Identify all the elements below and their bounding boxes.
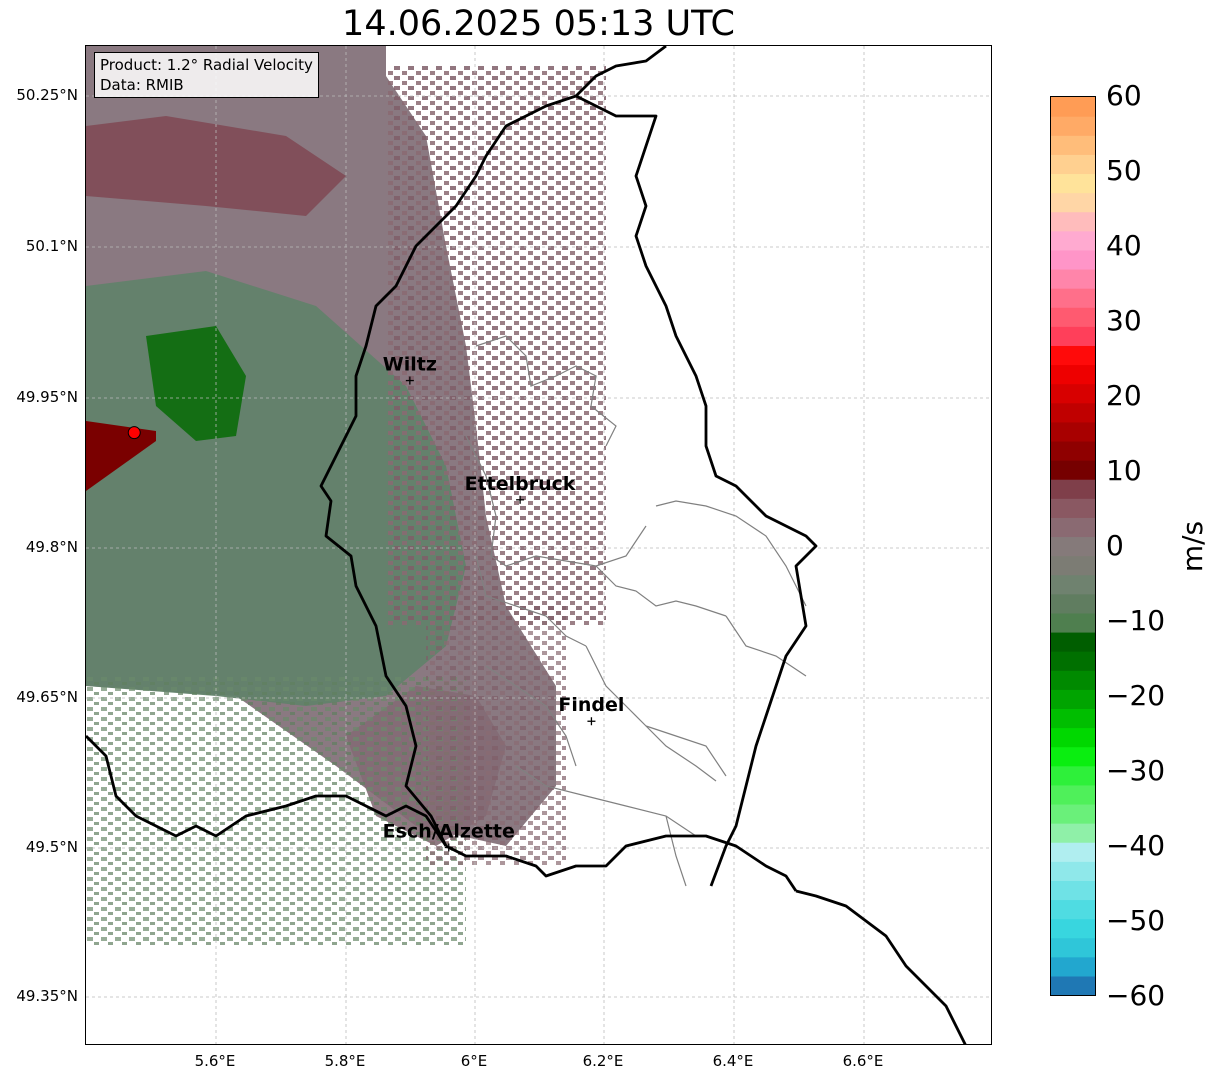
colorbar-segment bbox=[1051, 689, 1095, 710]
colorbar-segment bbox=[1051, 975, 1095, 996]
lon-label: 6.4°E bbox=[712, 1052, 754, 1070]
colorbar-segment bbox=[1051, 135, 1095, 155]
colorbar-tick-label: 60 bbox=[1106, 79, 1142, 112]
colorbar-segment bbox=[1051, 861, 1095, 881]
colorbar-segment bbox=[1051, 307, 1095, 327]
colorbar-segment bbox=[1051, 364, 1095, 385]
lat-label: 49.65°N bbox=[16, 688, 78, 706]
lat-label: 50.1°N bbox=[25, 237, 78, 255]
colorbar-tick-label: 20 bbox=[1106, 379, 1142, 412]
lat-label: 49.35°N bbox=[16, 987, 78, 1005]
colorbar-segment bbox=[1051, 230, 1095, 251]
colorbar-segment bbox=[1051, 784, 1095, 805]
colorbar-unit-label: m/s bbox=[1176, 520, 1207, 573]
product-label: Product: 1.2° Radial Velocity bbox=[100, 56, 313, 74]
colorbar-tick-label: 30 bbox=[1106, 304, 1142, 337]
colorbar-segment bbox=[1051, 345, 1095, 366]
city-marker: Wiltz bbox=[383, 354, 437, 385]
colorbar-segment bbox=[1051, 899, 1095, 920]
city-label: Esch/Alzette bbox=[383, 821, 515, 843]
national-borders bbox=[86, 46, 967, 1044]
lon-label: 5.8°E bbox=[324, 1052, 366, 1070]
colorbar-segment bbox=[1051, 956, 1095, 977]
colorbar-segment bbox=[1051, 536, 1095, 557]
radar-site-marker[interactable] bbox=[127, 426, 141, 440]
radar-echo-field bbox=[86, 46, 606, 946]
colorbar-segment bbox=[1051, 288, 1095, 308]
canton-boundaries bbox=[465, 335, 807, 887]
colorbar-segment bbox=[1051, 918, 1095, 939]
colorbar-segment bbox=[1051, 937, 1095, 958]
map-title: 14.06.2025 05:13 UTC bbox=[342, 4, 735, 44]
colorbar-segment bbox=[1051, 154, 1095, 175]
colorbar-segment bbox=[1051, 593, 1095, 614]
colorbar-segment bbox=[1051, 192, 1095, 213]
lon-label: 6.2°E bbox=[582, 1052, 624, 1070]
city-label: Wiltz bbox=[383, 354, 437, 376]
city-marker: Findel bbox=[558, 694, 624, 726]
lat-label: 49.8°N bbox=[25, 538, 78, 556]
colorbar-tick-label: 10 bbox=[1106, 454, 1142, 487]
city-markers: Wiltz Ettelbruck Findel Esch/Alzette bbox=[383, 354, 624, 852]
colorbar-segment bbox=[1051, 746, 1095, 767]
colorbar-segment bbox=[1051, 268, 1095, 289]
colorbar-segment bbox=[1051, 326, 1095, 346]
lon-label: 6°E bbox=[460, 1052, 488, 1070]
colorbar bbox=[1050, 96, 1096, 996]
colorbar-segment bbox=[1051, 765, 1095, 786]
colorbar-segment bbox=[1051, 708, 1095, 729]
colorbar-tick-label: 0 bbox=[1106, 529, 1124, 562]
colorbar-segment bbox=[1051, 823, 1095, 843]
colorbar-segment bbox=[1051, 211, 1095, 232]
colorbar-tick-label: −40 bbox=[1106, 829, 1166, 862]
city-label: Ettelbruck bbox=[465, 473, 576, 495]
radar-map-canvas: Wiltz Ettelbruck Findel Esch/Alzette bbox=[86, 46, 991, 1044]
colorbar-segment bbox=[1051, 440, 1095, 461]
colorbar-segment bbox=[1051, 498, 1095, 518]
colorbar-segment bbox=[1051, 249, 1095, 270]
colorbar-segment bbox=[1051, 555, 1095, 576]
colorbar-segment bbox=[1051, 97, 1095, 117]
city-marker: Esch/Alzette bbox=[383, 821, 515, 852]
colorbar-segment bbox=[1051, 651, 1095, 671]
colorbar-segment bbox=[1051, 803, 1095, 824]
colorbar-tick-label: −20 bbox=[1106, 679, 1166, 712]
colorbar-segment bbox=[1051, 460, 1095, 480]
colorbar-tick-label: −30 bbox=[1106, 754, 1166, 787]
colorbar-tick-label: −60 bbox=[1106, 979, 1166, 1012]
lon-label: 5.6°E bbox=[194, 1052, 236, 1070]
colorbar-tick-label: 50 bbox=[1106, 154, 1142, 187]
colorbar-segment bbox=[1051, 612, 1095, 633]
product-info-box: Product: 1.2° Radial Velocity Data: RMIB bbox=[94, 52, 319, 98]
city-label: Findel bbox=[558, 694, 624, 716]
colorbar-segment bbox=[1051, 670, 1095, 690]
colorbar-tick-label: −50 bbox=[1106, 904, 1166, 937]
lat-label: 50.25°N bbox=[16, 86, 78, 104]
colorbar-segment bbox=[1051, 421, 1095, 442]
colorbar-tick-label: −10 bbox=[1106, 604, 1166, 637]
lat-label: 49.5°N bbox=[25, 838, 78, 856]
colorbar-segment bbox=[1051, 574, 1095, 595]
city-marker: Ettelbruck bbox=[465, 473, 576, 504]
data-source-label: Data: RMIB bbox=[100, 76, 184, 94]
colorbar-segment bbox=[1051, 631, 1095, 652]
colorbar-segment bbox=[1051, 517, 1095, 538]
colorbar-segment bbox=[1051, 402, 1095, 423]
colorbar-segment bbox=[1051, 383, 1095, 404]
lon-label: 6.6°E bbox=[842, 1052, 884, 1070]
colorbar-segment bbox=[1051, 116, 1095, 136]
colorbar-segment bbox=[1051, 880, 1095, 901]
colorbar-segment bbox=[1051, 842, 1095, 862]
colorbar-segment bbox=[1051, 727, 1095, 748]
radar-map[interactable]: Wiltz Ettelbruck Findel Esch/Alzette Produc… bbox=[85, 45, 992, 1045]
colorbar-gradient bbox=[1051, 97, 1095, 996]
colorbar-segment bbox=[1051, 173, 1095, 194]
colorbar-tick-label: 40 bbox=[1106, 229, 1142, 262]
lat-label: 49.95°N bbox=[16, 388, 78, 406]
colorbar-segment bbox=[1051, 479, 1095, 499]
